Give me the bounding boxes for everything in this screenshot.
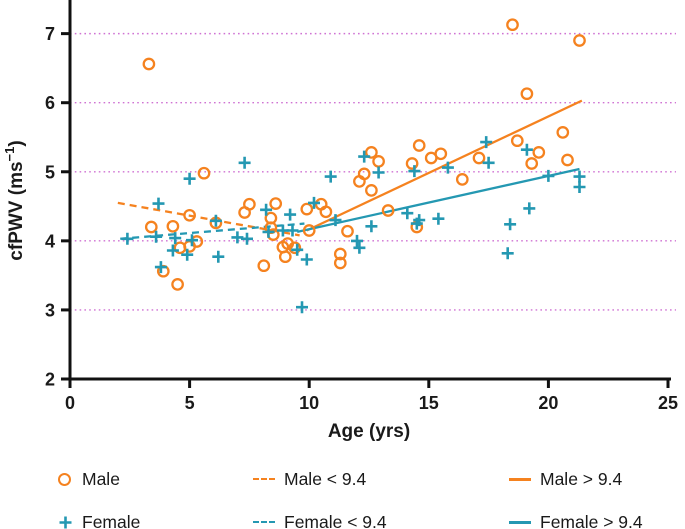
svg-text:0: 0	[65, 393, 75, 413]
solid-line-icon	[509, 477, 531, 481]
female-plus-icon	[58, 515, 73, 529]
legend-label-male-lt: Male < 9.4	[284, 468, 367, 489]
legend-item-female: Female	[58, 511, 140, 529]
male-circle-icon	[58, 472, 71, 486]
svg-text:5: 5	[185, 393, 195, 413]
dashed-line-icon	[253, 521, 275, 523]
svg-text:4: 4	[45, 231, 55, 251]
scatter-chart: 2 3 4 5 6 7 0 5 10 15 20 25 Age (yrs) cfPWV (ms−1)	[2, 0, 678, 442]
legend-label-female-gt: Female > 9.4	[540, 511, 643, 529]
svg-text:5: 5	[45, 162, 55, 182]
svg-text:cfPWV (ms−1): cfPWV (ms−1)	[2, 140, 27, 260]
legend: Male Male < 9.4 Male > 9.4 Female Female…	[0, 449, 685, 529]
svg-text:25: 25	[658, 393, 678, 413]
legend-item-male-gt: Male > 9.4	[509, 468, 622, 490]
legend-item-male-lt: Male < 9.4	[253, 468, 366, 490]
legend-label-female: Female	[82, 511, 141, 529]
svg-text:3: 3	[45, 300, 55, 320]
legend-item-female-gt: Female > 9.4	[509, 511, 643, 529]
legend-label-male-gt: Male > 9.4	[540, 468, 623, 489]
svg-text:2: 2	[45, 370, 55, 390]
svg-text:6: 6	[45, 93, 55, 113]
svg-text:10: 10	[299, 393, 319, 413]
svg-text:Age (yrs): Age (yrs)	[328, 421, 410, 442]
legend-item-female-lt: Female < 9.4	[253, 511, 387, 529]
solid-line-icon	[509, 520, 531, 524]
svg-text:20: 20	[538, 393, 558, 413]
dashed-line-icon	[253, 478, 275, 480]
svg-text:15: 15	[419, 393, 439, 413]
svg-text:7: 7	[45, 24, 55, 44]
legend-label-female-lt: Female < 9.4	[284, 511, 387, 529]
legend-label-male: Male	[82, 468, 120, 489]
legend-item-male: Male	[58, 468, 120, 490]
